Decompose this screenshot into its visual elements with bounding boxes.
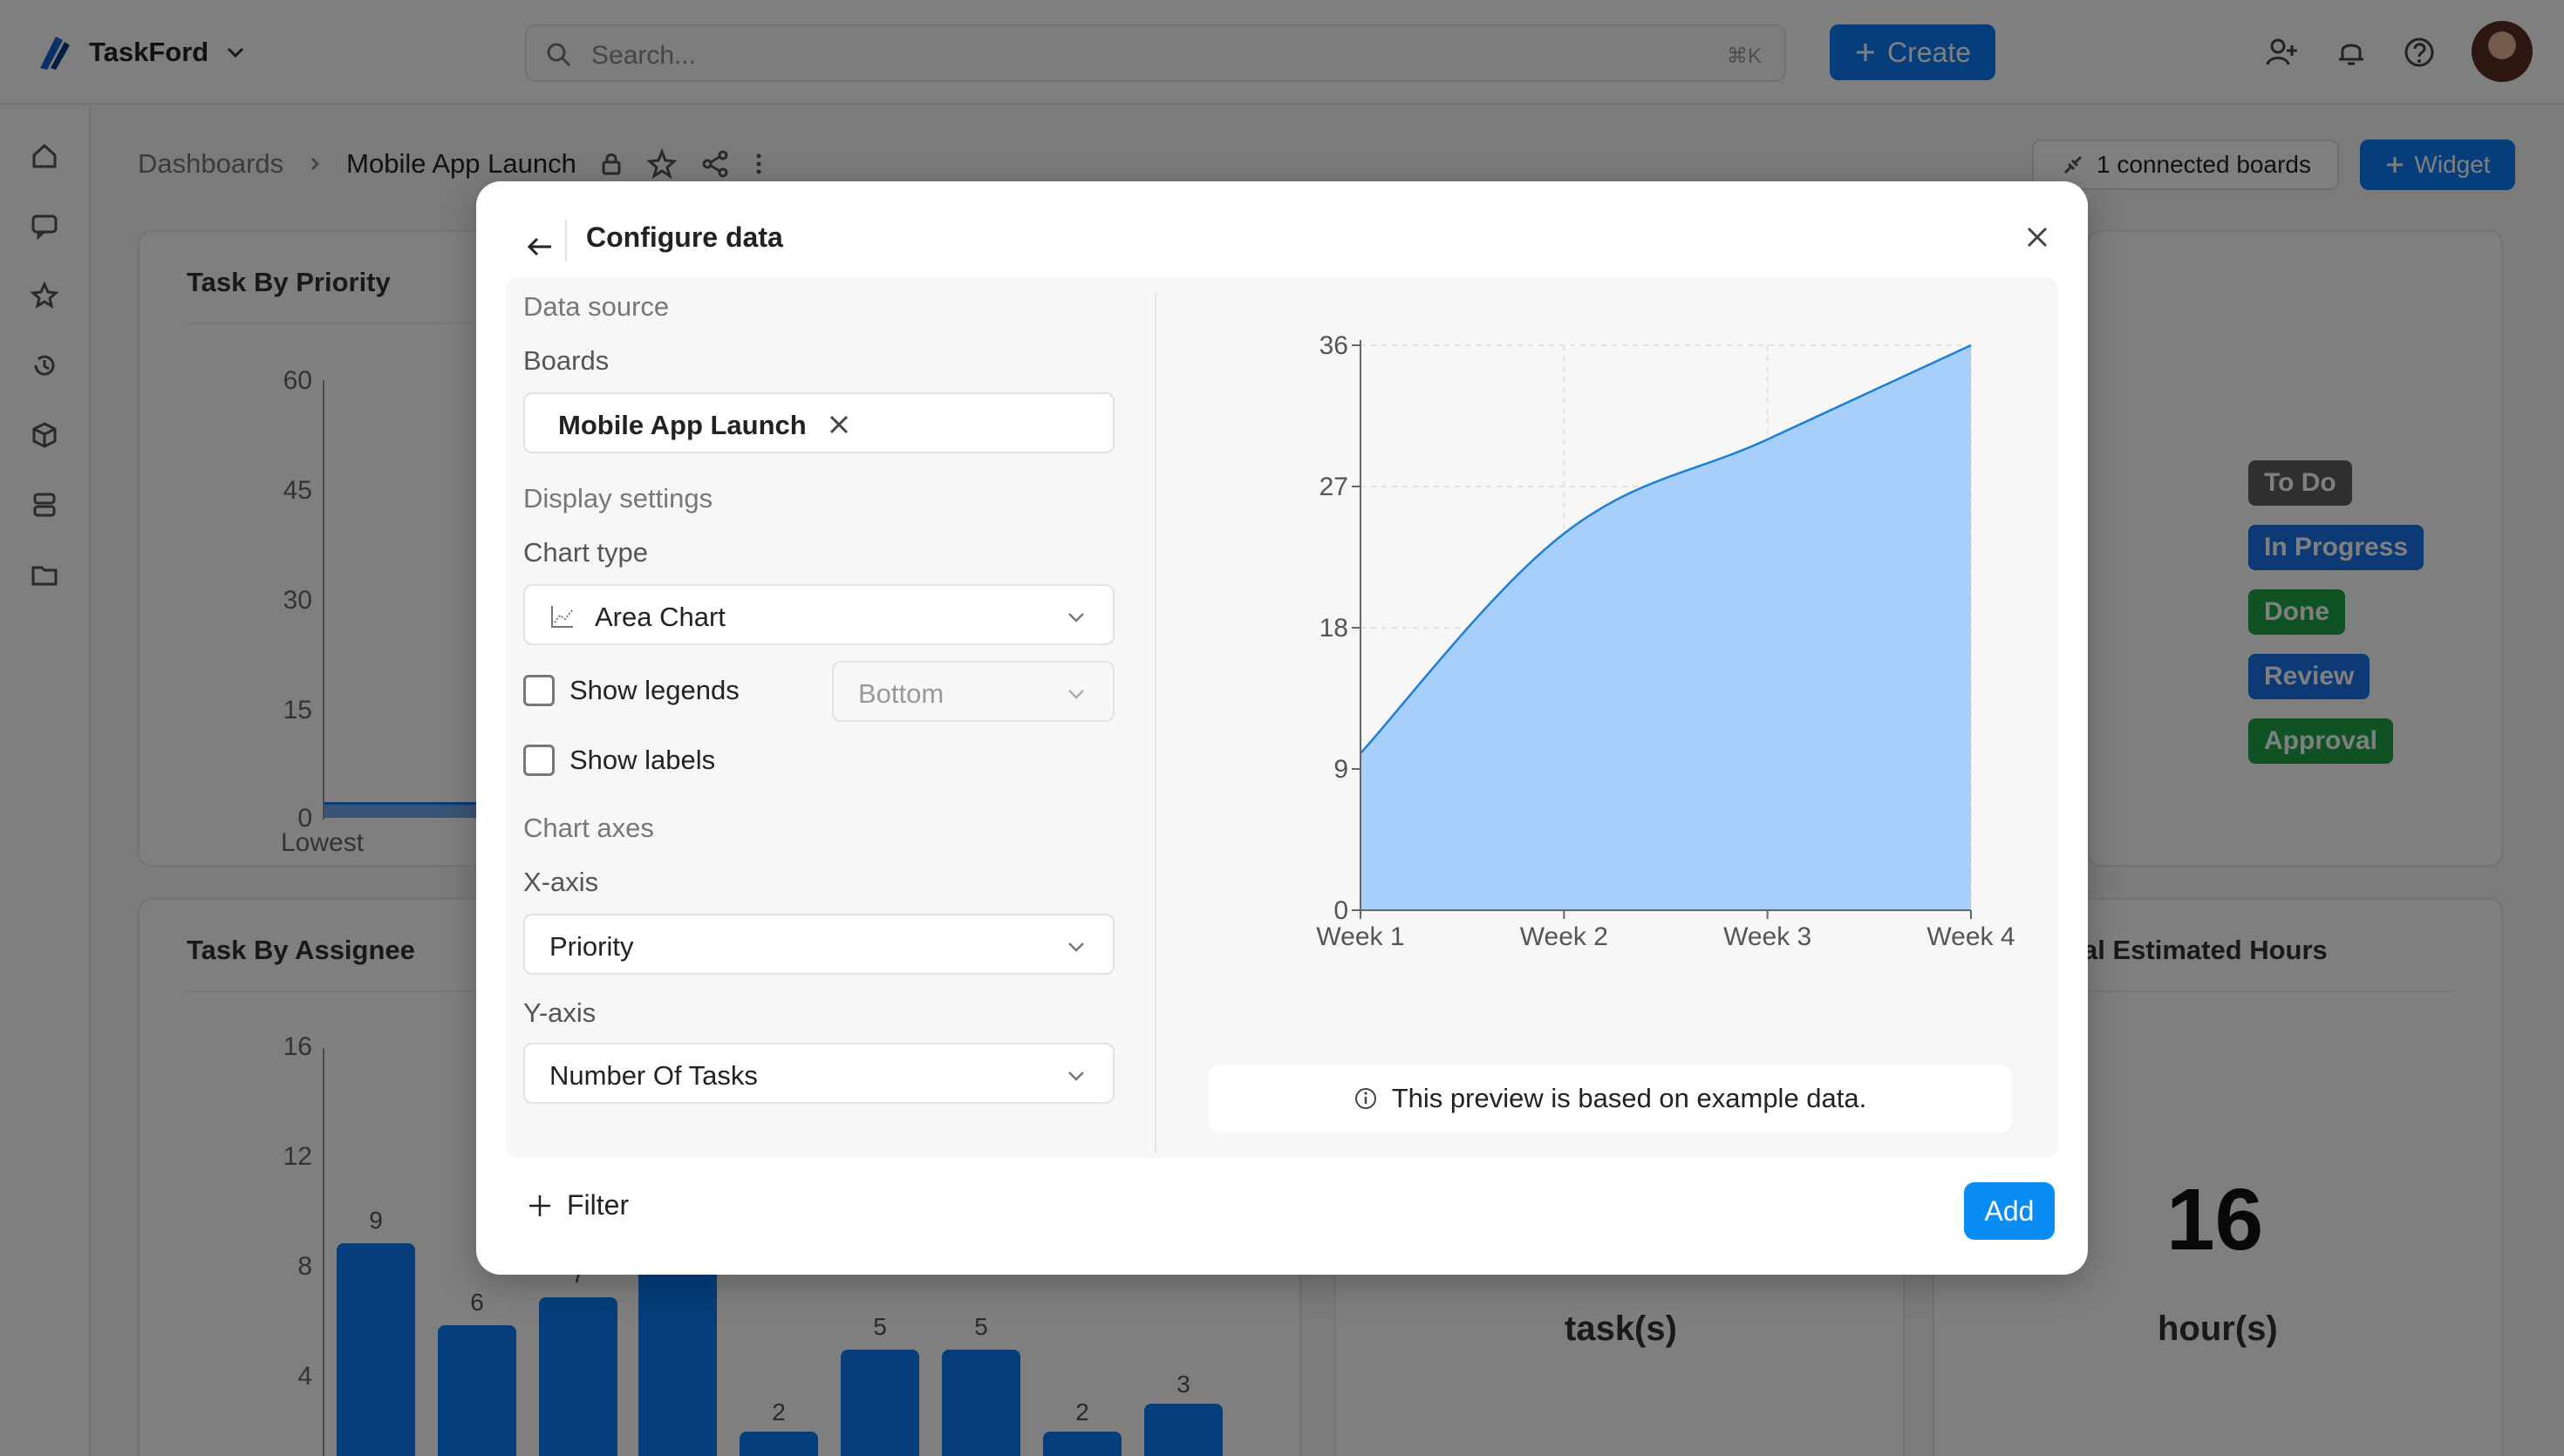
chevron-down-icon [1068,1072,1084,1081]
modal-title: Configure data [586,221,783,253]
chart-type-value: Area Chart [595,602,726,632]
x-tick-label: Week 3 [1723,922,1811,951]
area-chart-icon [551,606,573,628]
chevron-down-icon [1068,690,1084,699]
boards-label: Boards [523,345,610,376]
chevron-down-icon [1068,613,1084,623]
arrow-left-icon [527,237,551,256]
close-icon [2027,227,2048,248]
remove-board-icon[interactable] [829,414,849,435]
y-axis-label: Y-axis [523,997,597,1028]
show-labels-checkbox[interactable] [523,745,555,776]
preview-note: This preview is based on example data. [1209,1065,2011,1132]
info-icon [1354,1088,1376,1109]
chart-type-label: Chart type [523,537,649,568]
x-axis-select[interactable]: Priority [523,914,1115,975]
y-tick-label: 36 [1320,331,1348,360]
x-tick-label: Week 2 [1520,922,1608,951]
area-chart-preview: 0 9 18 27 36 Week 1 Week 2 Week 3 Week 4 [1316,331,2015,951]
chart-axes-heading: Chart axes [523,813,654,843]
chart-type-select[interactable]: Area Chart [523,584,1115,645]
legend-position-select[interactable]: Bottom [832,661,1115,722]
y-tick-label: 0 [1333,896,1348,925]
board-chip-label: Mobile App Launch [558,410,807,440]
series-line [1360,344,1972,754]
x-axis-value: Priority [549,931,634,962]
filter-label: Filter [567,1189,630,1221]
display-settings-heading: Display settings [523,483,713,514]
x-axis-label: X-axis [523,867,599,897]
y-tick-label: 27 [1320,473,1348,501]
plus-icon [529,1194,550,1216]
add-filter-button[interactable]: Filter [527,1189,629,1221]
add-button[interactable]: Add [1964,1182,2055,1240]
chevron-down-icon [1068,942,1084,952]
show-legends-label: Show legends [569,675,740,705]
y-axis-select[interactable]: Number Of Tasks [523,1043,1115,1104]
back-button[interactable] [518,225,562,269]
close-button[interactable] [2013,213,2062,262]
pane-divider [1155,293,1156,1153]
legend-position-value: Bottom [858,678,944,709]
show-labels-label: Show labels [569,745,716,775]
boards-field[interactable]: Mobile App Launch [523,392,1115,453]
y-tick-label: 18 [1320,614,1348,643]
show-legends-checkbox[interactable] [523,675,555,706]
x-tick-label: Week 4 [1926,922,2015,951]
data-source-heading: Data source [523,291,670,322]
x-tick-label: Week 1 [1316,922,1404,951]
title-separator [565,220,567,262]
y-axis-value: Number Of Tasks [549,1060,758,1091]
y-tick-label: 9 [1333,755,1348,784]
preview-note-text: This preview is based on example data. [1391,1083,1867,1113]
area-fill [1360,345,1971,910]
